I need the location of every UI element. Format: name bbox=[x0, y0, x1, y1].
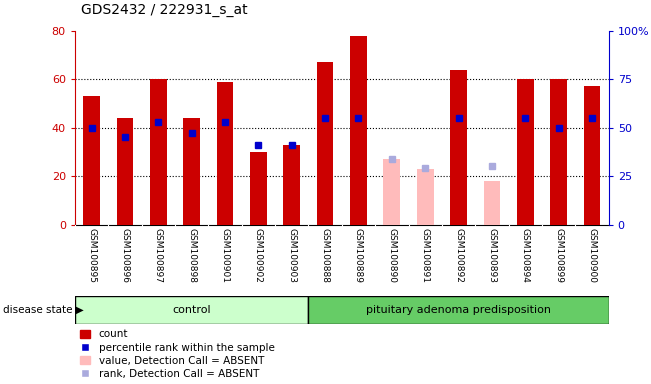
Text: GSM100889: GSM100889 bbox=[354, 228, 363, 283]
Text: GSM100896: GSM100896 bbox=[120, 228, 130, 283]
Text: GSM100895: GSM100895 bbox=[87, 228, 96, 283]
Text: GSM100897: GSM100897 bbox=[154, 228, 163, 283]
Text: GSM100892: GSM100892 bbox=[454, 228, 463, 283]
Bar bbox=[584, 86, 600, 225]
Text: GSM100900: GSM100900 bbox=[587, 228, 596, 283]
Text: GSM100893: GSM100893 bbox=[488, 228, 497, 283]
Bar bbox=[250, 152, 267, 225]
Bar bbox=[517, 79, 534, 225]
Bar bbox=[317, 62, 333, 225]
Bar bbox=[184, 118, 200, 225]
Text: control: control bbox=[173, 305, 211, 315]
Bar bbox=[350, 36, 367, 225]
Bar bbox=[417, 169, 434, 225]
Text: GSM100903: GSM100903 bbox=[287, 228, 296, 283]
Bar bbox=[117, 118, 133, 225]
Text: GSM100899: GSM100899 bbox=[554, 228, 563, 283]
Text: GSM100894: GSM100894 bbox=[521, 228, 530, 283]
Text: GSM100891: GSM100891 bbox=[421, 228, 430, 283]
Text: GDS2432 / 222931_s_at: GDS2432 / 222931_s_at bbox=[81, 3, 248, 17]
Bar bbox=[83, 96, 100, 225]
Text: GSM100888: GSM100888 bbox=[320, 228, 329, 283]
Text: GSM100902: GSM100902 bbox=[254, 228, 263, 283]
Bar bbox=[309, 296, 609, 324]
Bar bbox=[450, 70, 467, 225]
Bar bbox=[484, 181, 500, 225]
Legend: count, percentile rank within the sample, value, Detection Call = ABSENT, rank, : count, percentile rank within the sample… bbox=[80, 329, 275, 379]
Text: GSM100890: GSM100890 bbox=[387, 228, 396, 283]
Bar bbox=[383, 159, 400, 225]
Bar bbox=[217, 82, 233, 225]
Text: GSM100901: GSM100901 bbox=[221, 228, 230, 283]
Bar bbox=[550, 79, 567, 225]
Bar bbox=[150, 79, 167, 225]
Bar bbox=[283, 145, 300, 225]
Text: GSM100898: GSM100898 bbox=[187, 228, 196, 283]
Text: disease state ▶: disease state ▶ bbox=[3, 305, 84, 315]
Bar bbox=[75, 296, 309, 324]
Text: pituitary adenoma predisposition: pituitary adenoma predisposition bbox=[366, 305, 551, 315]
